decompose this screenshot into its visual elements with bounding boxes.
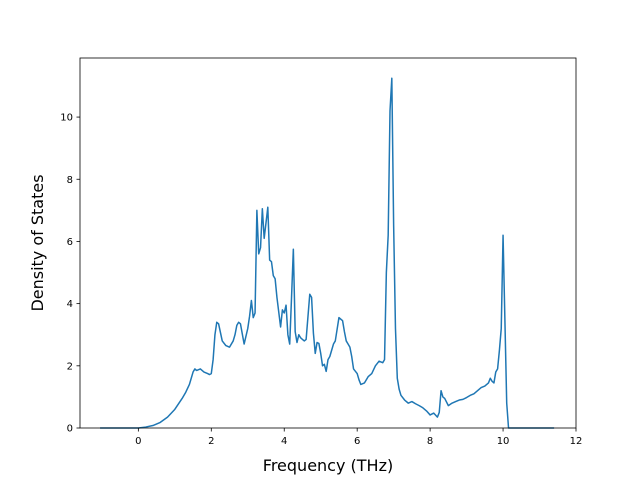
- x-axis-label: Frequency (THz): [263, 456, 393, 475]
- x-tick-label: 12: [570, 436, 583, 447]
- x-tick-label: 4: [281, 436, 287, 447]
- x-tick-label: 0: [135, 436, 141, 447]
- y-tick-label: 4: [67, 299, 73, 310]
- x-tick-label: 8: [427, 436, 433, 447]
- y-ticks: 0 2 4 6 8 10: [60, 113, 80, 435]
- plot-frame: [79, 57, 577, 429]
- y-tick-label: 2: [67, 361, 73, 372]
- x-tick-label: 6: [354, 436, 360, 447]
- x-ticks: 0 2 4 6 8 10 12: [135, 428, 582, 447]
- y-tick-label: 6: [67, 237, 73, 248]
- y-tick-label: 8: [67, 175, 73, 186]
- series-layer: [100, 77, 555, 429]
- plot-area: [80, 58, 576, 428]
- series-line-0: [100, 77, 555, 429]
- y-axis-label: Density of States: [28, 174, 47, 311]
- y-tick-label: 10: [60, 113, 73, 124]
- x-tick-label: 2: [208, 436, 214, 447]
- y-tick-label: 0: [67, 424, 73, 435]
- x-tick-label: 10: [497, 436, 510, 447]
